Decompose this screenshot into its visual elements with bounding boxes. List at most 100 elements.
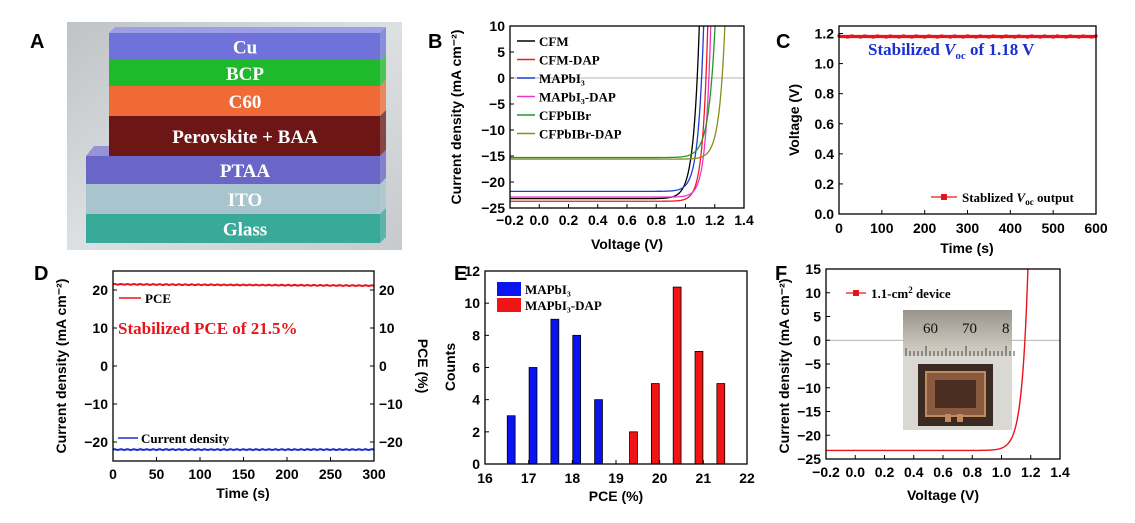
panel-e-legend-swatch-2 xyxy=(497,298,521,312)
panel-c-voc-marker-8 xyxy=(871,35,875,39)
panel-f-xtick-label-4: 0.6 xyxy=(933,464,953,480)
panel-f-ylabel: Current density (mA cm⁻²) xyxy=(776,279,792,454)
layer-block-0 xyxy=(109,33,380,60)
panel-b-ylabel: Current density (mA cm⁻²) xyxy=(448,30,464,205)
inset-ruler-label-2: 70 xyxy=(962,321,977,337)
panel-b-jv-curves: −0.2 0.0 0.2 0.4 0.6 0.8 1.0 1.2 1.4 −25 −20 −15 −10… xyxy=(448,18,754,252)
panel-d-legend-pce-text: PCE xyxy=(145,291,171,306)
panel-e-legend-text-2: MAPbI₃-DAP xyxy=(525,298,602,313)
layer-label-2: C60 xyxy=(229,92,262,113)
panel-e-ytick-label-2: 4 xyxy=(472,392,480,408)
panel-c-xtick-label-6: 600 xyxy=(1084,220,1108,236)
panel-c-voc-marker-49 xyxy=(1047,35,1051,39)
layer-label-5: ITO xyxy=(228,190,263,211)
panel-c-annotation: Stabilized Voc of 1.18 V xyxy=(868,40,1035,62)
panel-c-ytick-label-0: 0.0 xyxy=(815,206,835,222)
panel-c-voc-marker-23 xyxy=(936,35,940,39)
panel-d-ytick-label-1: −10 xyxy=(84,396,108,412)
panel-f-xtick-label-7: 1.2 xyxy=(1021,464,1041,480)
panel-c-ylabel: Voltage (V) xyxy=(786,84,802,156)
panel-b-xtick-label-6: 1.0 xyxy=(676,212,696,228)
panel-b-xtick-label-5: 0.8 xyxy=(647,212,667,228)
panel-label-c: C xyxy=(776,31,790,53)
panel-f-ytick-label-8: 15 xyxy=(805,261,821,277)
panel-d-xtick-label-4: 200 xyxy=(275,466,299,482)
panel-c-voc-marker-53 xyxy=(1064,35,1068,39)
panel-c-ytick-label-2: 0.4 xyxy=(815,146,835,162)
layer-label-6: Glass xyxy=(223,220,267,241)
panel-c-voc-stability: 0 100 200 300 400 500 600 0.0 0.2 0.4 0.6 0.8 1.0 1.2… xyxy=(786,25,1108,256)
panel-b-series-5 xyxy=(510,26,726,160)
panel-c-ytick-label-6: 1.2 xyxy=(815,26,835,42)
panel-d-ytick-right-label-2: 0 xyxy=(379,358,387,374)
panel-e-ytick-label-5: 10 xyxy=(464,295,480,311)
panel-b-series-2 xyxy=(510,26,705,193)
panel-e-ylabel: Counts xyxy=(442,343,458,391)
panel-c-voc-marker-36 xyxy=(991,34,995,38)
panel-e-legend: MAPbI₃ MAPbI₃-DAP xyxy=(497,282,602,313)
panel-d-series-0 xyxy=(112,282,375,288)
panel-e-ytick-label-4: 8 xyxy=(472,327,480,343)
panel-label-b: B xyxy=(428,31,442,53)
panel-b-xtick-label-1: 0.0 xyxy=(530,212,550,228)
panel-f-legend: 1.1-cm2 device xyxy=(846,285,951,301)
panel-b-ytick-label-4: −5 xyxy=(489,96,505,112)
panel-e-bar-1-0 xyxy=(629,431,638,465)
panel-c-voc-marker-29 xyxy=(961,35,965,39)
panel-f-ytick-label-3: −10 xyxy=(797,380,821,396)
layer-sideface-6 xyxy=(380,208,386,243)
panel-c-voc-marker-32 xyxy=(974,35,978,39)
panel-c-xtick-label-1: 100 xyxy=(870,220,894,236)
panel-f-ytick-label-2: −15 xyxy=(797,404,821,420)
panel-label-e: E xyxy=(454,263,467,285)
panel-c-voc-marker-10 xyxy=(880,35,884,39)
panel-d-annotation: Stabilized PCE of 21.5% xyxy=(118,319,297,338)
panel-e-xtick-label-2: 18 xyxy=(565,470,581,486)
panel-c-voc-marker-12 xyxy=(888,34,892,38)
panel-b-xtick-label-2: 0.2 xyxy=(559,212,579,228)
panel-c-voc-marker-17 xyxy=(910,35,914,39)
panel-f-xtick-label-6: 1.0 xyxy=(992,464,1012,480)
panel-f-xtick-label-3: 0.4 xyxy=(904,464,924,480)
layer-sideface-3 xyxy=(380,110,386,156)
panel-f-ytick-label-4: −5 xyxy=(805,356,821,372)
panel-e-bar-1-4 xyxy=(716,383,726,465)
panel-f-xtick-label-1: 0.0 xyxy=(846,464,866,480)
panel-d-ytick-right-label-1: −10 xyxy=(379,396,403,412)
panel-c-voc-marker-28 xyxy=(957,35,961,39)
panel-b-ytick-label-1: −20 xyxy=(481,174,505,190)
panel-e-xtick-label-6: 22 xyxy=(739,470,755,486)
panel-e-ytick-label-6: 12 xyxy=(464,263,480,279)
panel-c-xtick-label-0: 0 xyxy=(835,220,843,236)
panel-c-voc-marker-22 xyxy=(931,35,935,39)
panel-c-ytick-label-1: 0.2 xyxy=(815,176,835,192)
panel-e-bar-1-2 xyxy=(672,286,682,465)
layer-label-3: Perovskite + BAA xyxy=(172,127,318,148)
panel-b-ytick-label-0: −25 xyxy=(481,200,505,216)
panel-c-voc-marker-18 xyxy=(914,34,918,38)
panel-b-ytick-label-7: 10 xyxy=(489,18,505,34)
panel-e-xtick-label-4: 20 xyxy=(652,470,668,486)
panel-b-ytick-label-5: 0 xyxy=(497,70,505,86)
panel-f-ytick-label-7: 10 xyxy=(805,285,821,301)
panel-d-ytick-label-2: 0 xyxy=(100,358,108,374)
inset-ruler-label-1: 60 xyxy=(923,321,938,337)
panel-b-ytick-label-3: −10 xyxy=(481,122,505,138)
panel-c-voc-marker-50 xyxy=(1051,35,1055,39)
panel-e-xlabel: PCE (%) xyxy=(589,488,643,504)
layer-block-6 xyxy=(86,214,380,243)
panel-c-voc-marker-1 xyxy=(841,35,845,39)
inset-device-contact-1 xyxy=(945,414,951,422)
panel-d-series-1 xyxy=(112,448,375,452)
layer-sideface-4 xyxy=(380,150,386,184)
panel-b-ytick-label-2: −15 xyxy=(481,148,505,164)
panel-b-series-3 xyxy=(510,26,712,198)
panel-e-bar-1-1 xyxy=(650,383,660,465)
panel-c-voc-marker-16 xyxy=(906,35,910,39)
panel-c-voc-marker-52 xyxy=(1060,35,1064,39)
layer-label-1: BCP xyxy=(226,64,264,85)
panel-f-xtick-label-0: −0.2 xyxy=(812,464,840,480)
panel-d-legend-current-text: Current density xyxy=(141,431,230,446)
panel-c-voc-marker-20 xyxy=(923,35,927,39)
panel-f-xlabel: Voltage (V) xyxy=(907,487,979,503)
